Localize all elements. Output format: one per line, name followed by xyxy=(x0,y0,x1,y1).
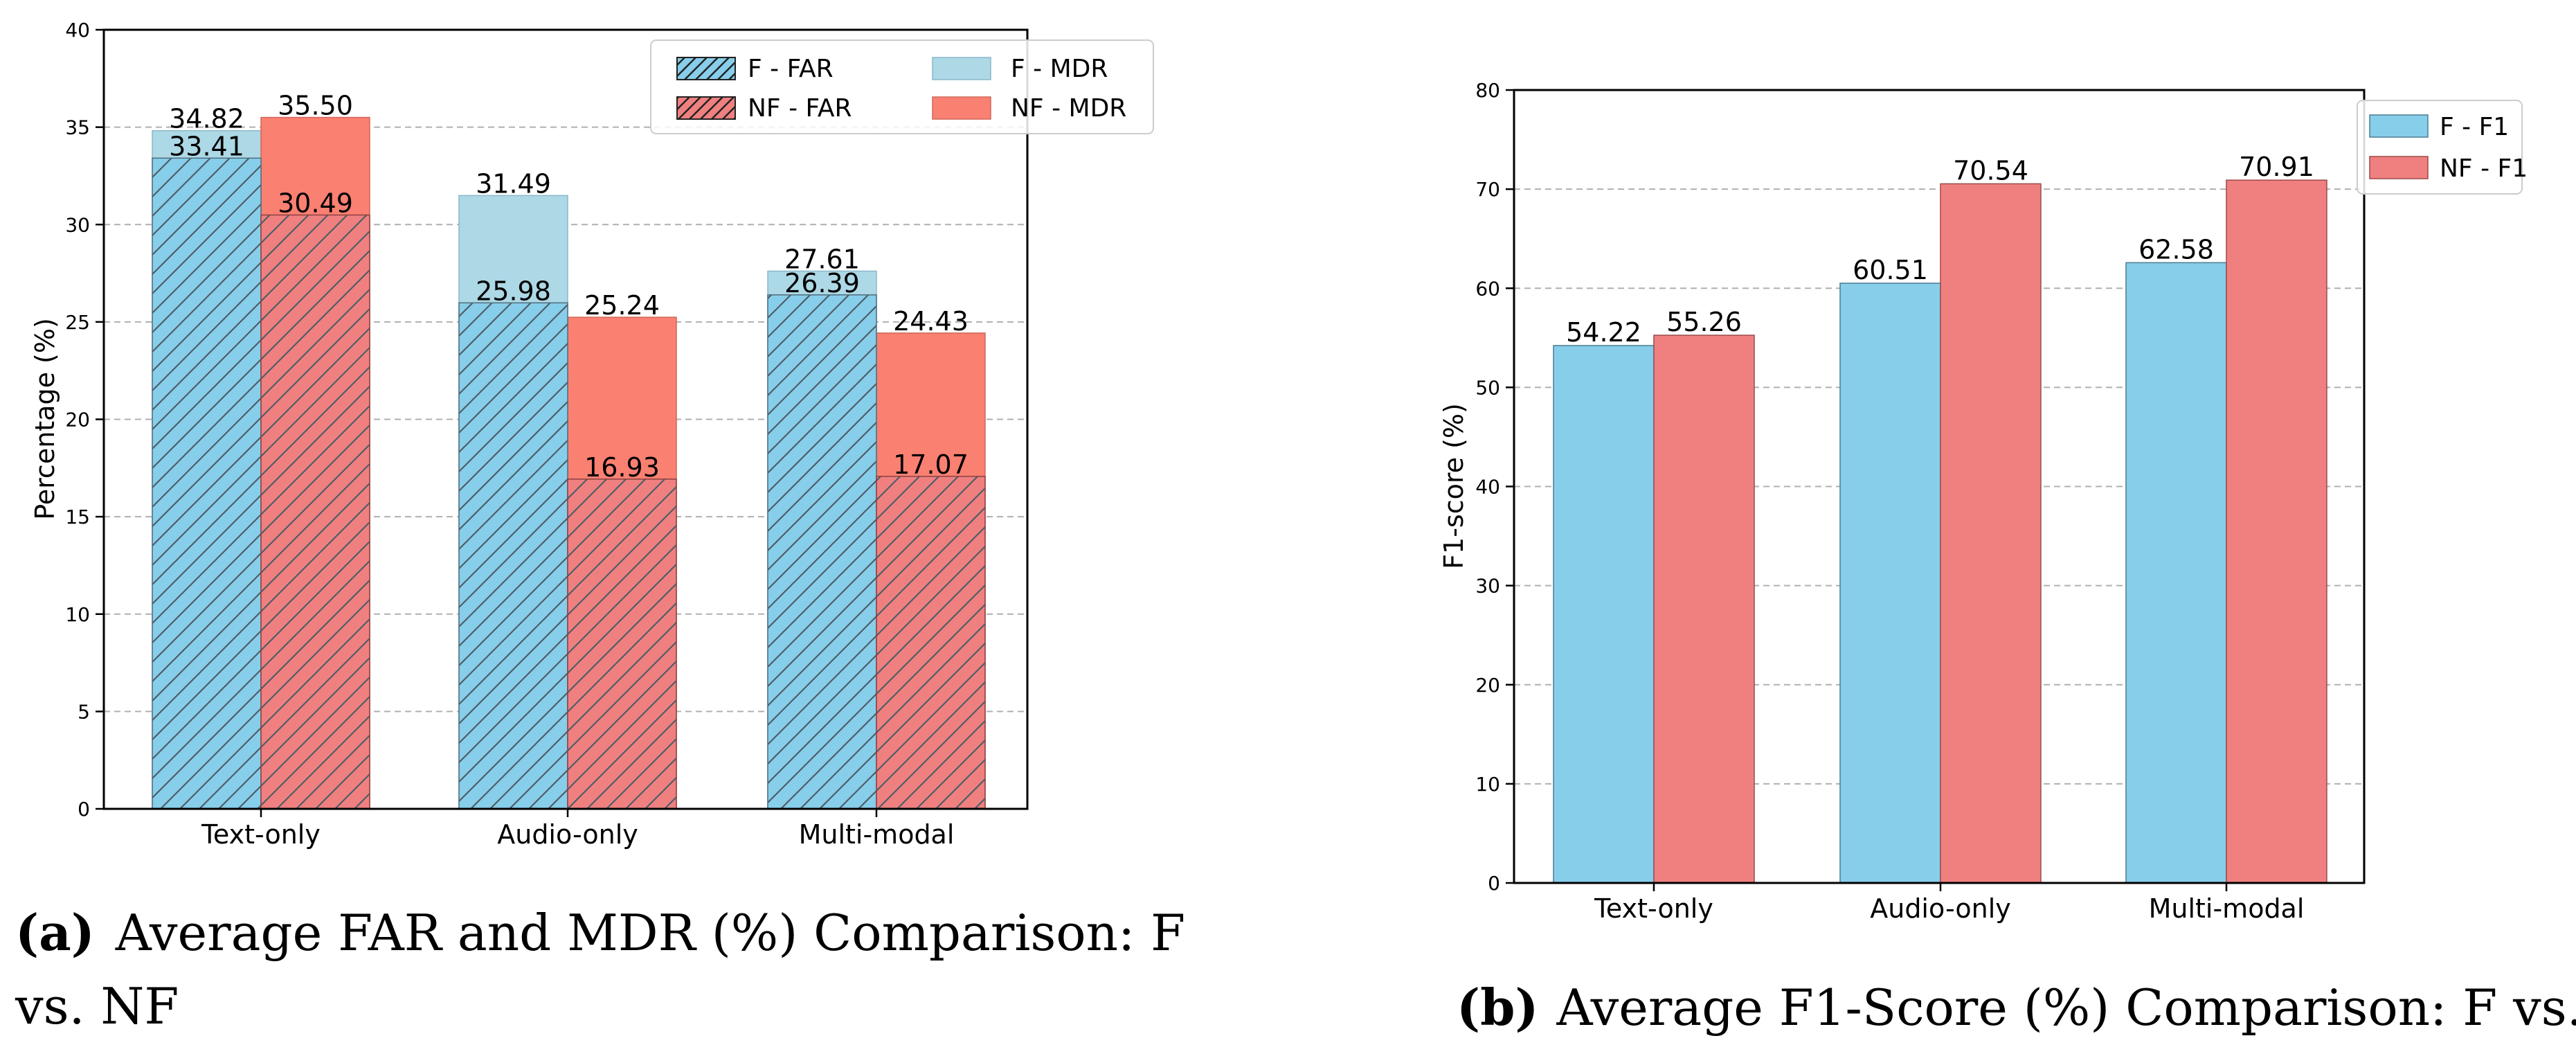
data-label-nf-f1: 70.54 xyxy=(1953,155,2028,186)
chart-a-bars xyxy=(152,116,986,810)
legend-swatch-f-f1 xyxy=(2369,114,2429,138)
legend-swatch-nf-f1 xyxy=(2369,156,2429,179)
y-tick-label: 40 xyxy=(65,19,90,42)
chart-a-ticks: 0 5 10 15 20 25 30 35 40 Text-only Audio-only Multi… xyxy=(65,19,954,850)
legend-label-f-far: F - FAR xyxy=(748,55,834,83)
y-tick-label: 60 xyxy=(1475,277,1500,300)
bar-nf-far-hatch xyxy=(260,214,370,810)
y-tick-label: 30 xyxy=(1475,575,1500,598)
bar-f-f1 xyxy=(2125,262,2227,884)
data-label-nf-f1: 55.26 xyxy=(1666,307,1742,337)
y-tick-label: 15 xyxy=(65,506,90,528)
data-label-f-far: 26.39 xyxy=(784,268,860,298)
chart-a-legend-box xyxy=(650,39,1154,134)
data-label-nf-far: 30.49 xyxy=(278,188,353,218)
legend-label-f-f1: F - F1 xyxy=(2440,113,2509,141)
bar-nf-f1 xyxy=(1653,334,1755,884)
data-label-nf-far: 16.93 xyxy=(584,452,660,483)
y-tick-label: 50 xyxy=(1475,376,1500,399)
y-tick-label: 30 xyxy=(65,213,90,236)
y-tick-label: 70 xyxy=(1475,178,1500,201)
data-label-f-f1: 60.51 xyxy=(1853,255,1928,285)
caption-b-line: (b) Average F1-Score (%) Comparison: F v… xyxy=(1457,978,2576,1037)
legend-swatch-f-mdr xyxy=(932,57,991,80)
caption-b-text: Average F1-Score (%) Comparison: F vs. N… xyxy=(1556,979,2576,1037)
legend-label-f-mdr: F - MDR xyxy=(1011,55,1108,83)
legend-label-nf-f1: NF - F1 xyxy=(2440,154,2528,183)
caption-a-line2: vs. NF xyxy=(15,977,179,1035)
data-label-f-mdr: 27.61 xyxy=(784,244,860,274)
bar-f-far-hatch xyxy=(458,302,568,810)
legend-swatch-nf-far-hatch xyxy=(676,96,736,120)
data-label-nf-mdr: 24.43 xyxy=(893,306,969,337)
legend-label-nf-far: NF - FAR xyxy=(748,94,852,123)
y-tick-label: 20 xyxy=(1475,674,1500,697)
caption-a-line1: (a) Average FAR and MDR (%) Comparison: … xyxy=(15,903,1185,962)
bar-f-f1 xyxy=(1839,283,1941,884)
data-label-f-mdr: 31.49 xyxy=(476,168,551,199)
x-tick-label: Multi-modal xyxy=(799,819,955,850)
y-tick-label: 25 xyxy=(65,311,90,334)
y-tick-label: 5 xyxy=(78,700,90,723)
chart-b: 0 10 20 30 40 50 60 70 80 Text-only Audio-only Mult… xyxy=(1439,79,2576,1037)
caption-a-label: (a) xyxy=(15,903,95,962)
bar-nf-far-hatch xyxy=(876,476,986,810)
legend-label-nf-mdr: NF - MDR xyxy=(1011,94,1126,123)
x-tick-label: Text-only xyxy=(1594,893,1713,924)
chart-a: 0 5 10 15 20 25 30 35 40 Text-only Audio-only Multi… xyxy=(15,19,1185,1035)
bar-f-far-hatch xyxy=(152,157,262,810)
chart-a-ylabel: Percentage (%) xyxy=(30,318,60,520)
chart-a-legend: F - FAR NF - FAR F - MDR NF - MDR xyxy=(650,39,1154,134)
chart-a-axes-frame xyxy=(102,28,1029,810)
y-tick-label: 10 xyxy=(65,603,90,626)
caption-a-text: Average FAR and MDR (%) Comparison: F xyxy=(115,904,1185,962)
x-tick-label: Multi-modal xyxy=(2149,893,2305,924)
y-tick-label: 80 xyxy=(1475,79,1500,102)
legend-swatch-f-far-hatch xyxy=(676,57,736,80)
chart-b-bars xyxy=(1553,179,2327,884)
bar-f-far-hatch xyxy=(767,294,877,810)
y-tick-label: 35 xyxy=(65,116,90,139)
chart-b-legend: F - F1 NF - F1 xyxy=(2357,100,2528,195)
bar-nf-f1 xyxy=(1940,183,2042,884)
chart-a-data-labels: 34.82 35.50 33.41 30.49 31.49 25.24 25.98 16.93… xyxy=(169,91,969,483)
data-label-f-f1: 62.58 xyxy=(2138,234,2214,265)
data-label-nf-f1: 70.91 xyxy=(2239,152,2314,182)
caption-b-label: (b) xyxy=(1457,978,1538,1037)
data-label-f-far: 33.41 xyxy=(169,131,244,161)
y-tick-label: 40 xyxy=(1475,476,1500,499)
data-label-nf-far: 17.07 xyxy=(893,449,969,480)
chart-b-ticks: 0 10 20 30 40 50 60 70 80 Text-only Audio-only Mult… xyxy=(1475,79,2304,924)
y-tick-label: 0 xyxy=(78,798,90,821)
chart-b-ylabel: F1-score (%) xyxy=(1439,403,1469,569)
data-label-f-f1: 54.22 xyxy=(1566,317,1641,348)
x-tick-label: Audio-only xyxy=(1870,893,2011,924)
bar-nf-f1 xyxy=(2226,179,2327,884)
y-tick-label: 20 xyxy=(65,409,90,431)
data-label-f-mdr: 34.82 xyxy=(169,104,244,134)
data-label-f-far: 25.98 xyxy=(476,276,551,306)
y-tick-label: 10 xyxy=(1475,773,1500,796)
bar-f-f1 xyxy=(1553,345,1655,884)
legend-swatch-nf-mdr xyxy=(932,96,991,120)
x-tick-label: Audio-only xyxy=(497,819,638,850)
data-label-nf-mdr: 25.24 xyxy=(584,290,660,321)
bar-nf-far-hatch xyxy=(567,479,677,810)
data-label-nf-mdr: 35.50 xyxy=(278,91,353,121)
x-tick-label: Text-only xyxy=(201,819,321,850)
chart-b-data-labels: 54.22 55.26 60.51 70.54 62.58 70.91 xyxy=(1566,152,2314,348)
chart-b-axes-frame xyxy=(1513,89,2366,884)
y-tick-label: 0 xyxy=(1488,872,1500,895)
